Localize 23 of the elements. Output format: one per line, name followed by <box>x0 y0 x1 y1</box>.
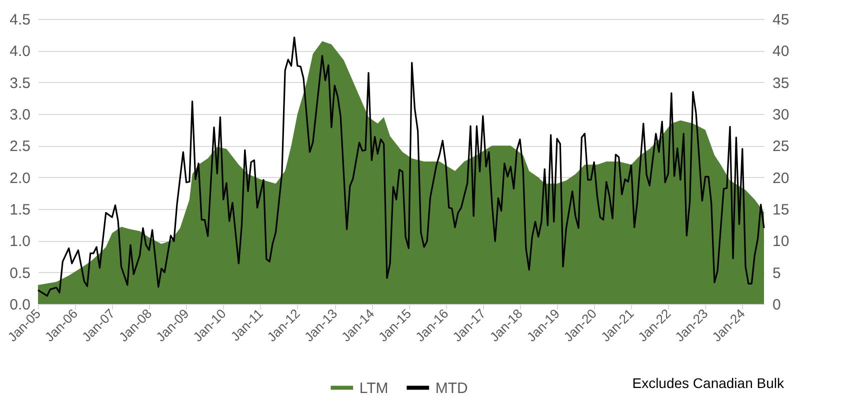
y2-tick-label: 0 <box>772 296 781 314</box>
y-tick-label: 2.0 <box>10 170 30 187</box>
y-tick-label: 0.0 <box>10 296 30 314</box>
y-tick-label: 1.5 <box>10 202 30 218</box>
y-tick-label: 2.5 <box>10 138 30 156</box>
y2-tick-label: 40 <box>772 43 790 60</box>
y2-tick-label: 35 <box>772 74 790 92</box>
y2-tick-label: 45 <box>772 12 790 28</box>
y-tick-label: 3.0 <box>10 106 30 124</box>
y-tick-label: 3.5 <box>10 74 30 92</box>
legend-label: MTD <box>435 380 468 397</box>
y2-tick-label: 30 <box>772 106 790 124</box>
legend-label: LTM <box>359 380 388 397</box>
y2-tick-label: 15 <box>772 202 790 218</box>
y2-tick-label: 5 <box>772 264 781 282</box>
y2-tick-label: 25 <box>772 138 790 156</box>
y2-tick-label: 20 <box>772 170 790 187</box>
y-tick-label: 1.0 <box>10 233 30 250</box>
y-tick-label: 4.5 <box>10 12 30 28</box>
y-tick-label: 0.5 <box>10 264 30 282</box>
y-tick-label: 4.0 <box>10 43 30 60</box>
y2-tick-label: 10 <box>772 233 790 250</box>
text: Excludes Canadian Bulk <box>632 375 785 391</box>
